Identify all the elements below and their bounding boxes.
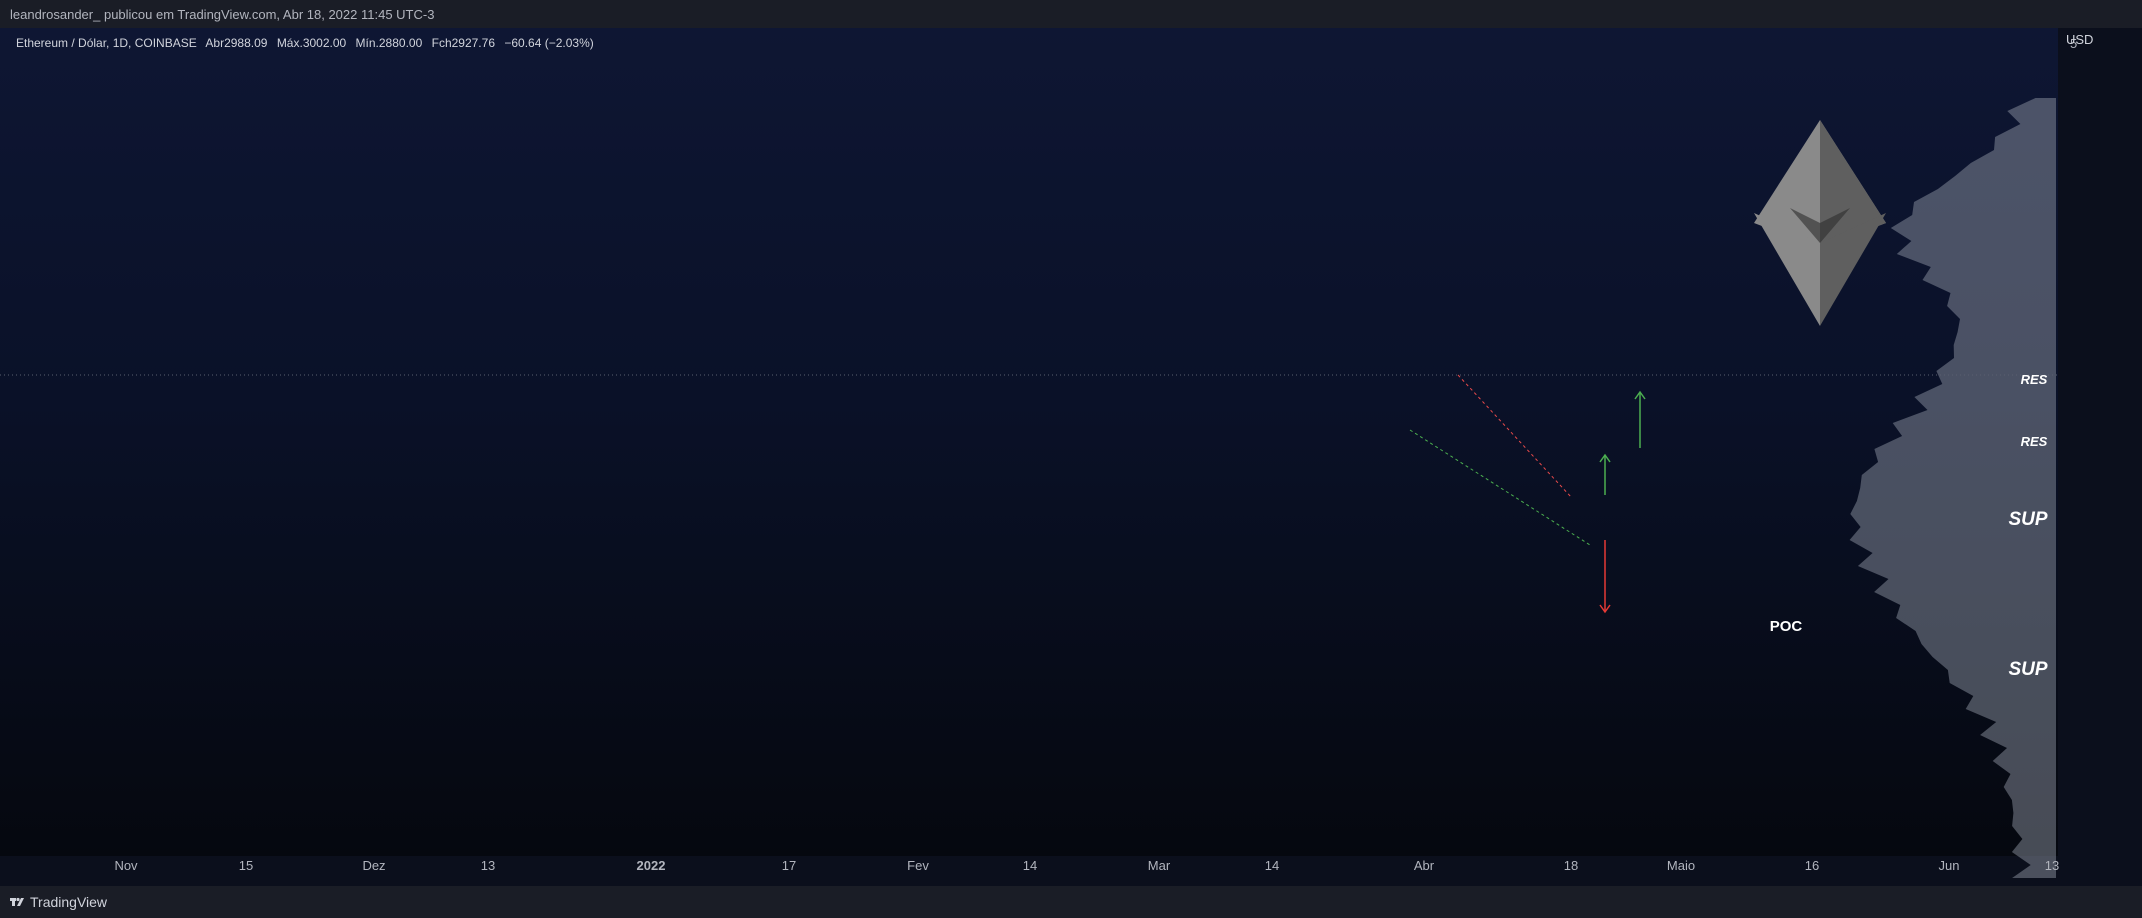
time-axis-label: 2022: [637, 858, 666, 873]
legend-open: Abr2988.09: [205, 36, 268, 50]
time-axis-label: 13: [2045, 858, 2059, 873]
time-axis-label: Mar: [1148, 858, 1171, 873]
legend-change: −60.64 (−2.03%): [504, 36, 594, 50]
target-arrow-up-2-head: [1599, 453, 1611, 463]
legend-symbol[interactable]: Ethereum / Dólar, 1D, COINBASE: [16, 36, 197, 50]
footer-brand[interactable]: TradingView: [30, 894, 108, 910]
chart-legend: Ethereum / Dólar, 1D, COINBASE Abr2988.0…: [16, 36, 600, 50]
legend-close: Fch2927.76: [431, 36, 495, 50]
currency-label[interactable]: USD: [2066, 32, 2094, 47]
time-axis-label: 18: [1564, 858, 1578, 873]
time-axis-label: Fev: [907, 858, 929, 873]
time-axis-label: Jun: [1939, 858, 1960, 873]
time-axis-label: Dez: [362, 858, 385, 873]
trendline-green[interactable]: [1409, 429, 1591, 546]
attribution-text: leandrosander_ publicou em TradingView.c…: [10, 7, 435, 22]
ethereum-logo-center: [1790, 208, 1850, 243]
time-axis-label: 16: [1805, 858, 1819, 873]
res-label-lower: RES: [2021, 434, 2048, 449]
time-axis-label: Nov: [114, 858, 138, 873]
chart-area[interactable]: [0, 28, 2058, 856]
time-axis-label: 14: [1023, 858, 1037, 873]
currency-selector[interactable]: USD: [2066, 32, 2093, 47]
time-axis-label: 15: [239, 858, 253, 873]
volume-profile: [1849, 98, 2056, 878]
time-axis-label: 17: [782, 858, 796, 873]
res-label-upper: RES: [2021, 372, 2048, 387]
ethereum-logo-bottom-shade: [1820, 213, 1886, 326]
tradingview-logo-icon[interactable]: [10, 896, 24, 908]
footer-bar: TradingView: [0, 886, 2142, 918]
legend-high: Máx.3002.00: [276, 36, 347, 50]
price-axis-top-label: 5: [2070, 36, 2077, 51]
time-axis-label: 14: [1265, 858, 1279, 873]
sup-label-zone: SUP: [2008, 509, 2047, 530]
poc-label: POC: [1770, 618, 1803, 635]
trendline-down[interactable]: [1457, 374, 1573, 499]
ethereum-logo-bottom: [1754, 213, 1820, 326]
sup-label-major: SUP: [2008, 659, 2047, 680]
legend-low: Mín.2880.00: [355, 36, 423, 50]
target-arrow-down-head: [1599, 604, 1611, 614]
time-axis-label: 13: [481, 858, 495, 873]
time-axis-label: Abr: [1414, 858, 1435, 873]
top-bar: leandrosander_ publicou em TradingView.c…: [0, 0, 2142, 28]
time-axis-label: Maio: [1667, 858, 1695, 873]
target-arrow-up-1-head: [1634, 390, 1646, 400]
